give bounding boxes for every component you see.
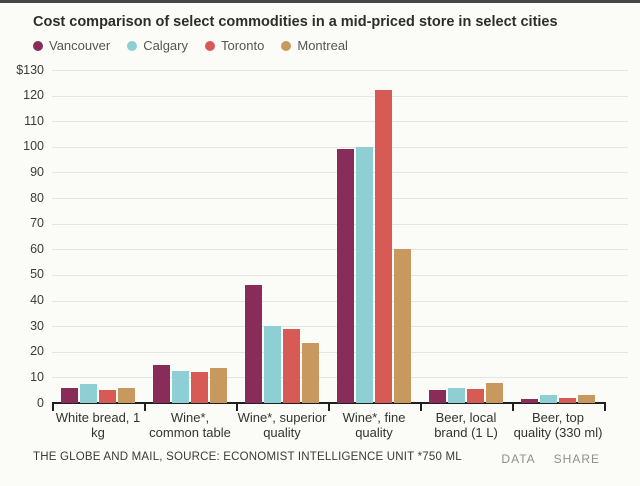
legend-swatch-vancouver: [33, 40, 43, 51]
y-tick-label: 120: [23, 88, 44, 103]
bar-toronto-1: [191, 372, 208, 403]
y-tick-label: 90: [30, 164, 44, 179]
legend-label-montreal: Montreal: [297, 38, 348, 53]
bar-toronto-2: [283, 329, 300, 403]
legend-item-calgary: Calgary: [127, 38, 188, 53]
gridline: [52, 95, 628, 97]
legend-label-toronto: Toronto: [220, 38, 265, 53]
x-axis-tick: [604, 404, 606, 411]
legend-swatch-montreal: [281, 40, 292, 51]
y-tick-label: 60: [30, 241, 44, 256]
gridline: [52, 146, 628, 148]
y-tick-label: 10: [30, 369, 44, 384]
bar-montreal-2: [302, 343, 319, 403]
bar-vancouver-2: [245, 285, 262, 403]
legend: Vancouver Calgary Toronto Montreal: [33, 38, 348, 53]
data-link[interactable]: DATA: [501, 452, 536, 466]
x-axis-tick: [512, 404, 514, 411]
x-axis-tick: [52, 404, 54, 411]
y-tick-label: 80: [30, 190, 44, 205]
x-axis-line: [52, 402, 606, 404]
bar-vancouver-3: [337, 149, 354, 403]
bar-toronto-5: [559, 398, 576, 403]
y-tick-label: 30: [30, 318, 44, 333]
y-tick-label: 110: [24, 113, 44, 128]
bar-montreal-5: [578, 395, 595, 403]
category-label-0: White bread, 1 kg: [55, 410, 141, 440]
legend-item-montreal: Montreal: [281, 38, 348, 53]
x-axis-tick: [144, 404, 146, 411]
gridline: [52, 121, 628, 123]
y-tick-label: 20: [30, 344, 44, 359]
bar-vancouver-1: [153, 365, 170, 403]
legend-item-vancouver: Vancouver: [33, 38, 110, 53]
bar-calgary-1: [172, 371, 189, 403]
legend-label-vancouver: Vancouver: [49, 38, 111, 53]
y-tick-label: 0: [37, 395, 44, 410]
category-label-5: Beer, top quality (330 ml): [513, 410, 603, 440]
plot-area: [52, 70, 628, 411]
legend-item-toronto: Toronto: [204, 38, 265, 53]
y-tick-label: 40: [30, 293, 44, 308]
footer-actions: DATA SHARE: [501, 452, 600, 466]
y-tick-label: $130: [16, 62, 44, 77]
bar-calgary-3: [356, 147, 373, 403]
bar-montreal-0: [118, 388, 135, 403]
x-axis-tick: [420, 404, 422, 411]
bar-vancouver-0: [61, 388, 78, 403]
share-link[interactable]: SHARE: [553, 452, 600, 466]
bar-vancouver-5: [521, 399, 538, 403]
y-tick-label: 70: [30, 216, 44, 231]
category-label-4: Beer, local brand (1 L): [434, 410, 498, 440]
y-tick-label: 50: [30, 267, 44, 282]
bar-toronto-4: [467, 389, 484, 403]
bar-toronto-3: [375, 90, 392, 403]
x-axis-tick: [236, 404, 238, 411]
bar-calgary-2: [264, 326, 281, 403]
bar-calgary-4: [448, 388, 465, 403]
bar-toronto-0: [99, 390, 116, 403]
bar-calgary-0: [80, 384, 97, 403]
bar-montreal-1: [210, 368, 227, 403]
bar-montreal-3: [394, 249, 411, 403]
source-attribution: THE GLOBE AND MAIL, SOURCE: ECONOMIST IN…: [33, 451, 462, 463]
bar-vancouver-4: [429, 390, 446, 403]
category-label-1: Wine*, common table: [149, 410, 231, 440]
window-edge-strip: [0, 0, 640, 3]
bar-montreal-4: [486, 383, 503, 403]
y-axis: 0 10 20 30 40 50 60 70 80 90 100 110 120 $130: [4, 63, 48, 408]
legend-swatch-calgary: [127, 40, 138, 51]
category-label-2: Wine*, superior quality: [237, 410, 327, 440]
category-label-3: Wine*, fine quality: [342, 410, 406, 440]
y-tick-label: 100: [23, 139, 44, 154]
x-axis-tick: [328, 404, 330, 411]
bar-calgary-5: [540, 395, 557, 403]
legend-label-calgary: Calgary: [143, 38, 188, 53]
legend-swatch-toronto: [204, 40, 215, 51]
gridline: [52, 70, 628, 71]
chart-title: Cost comparison of select commodities in…: [33, 14, 558, 30]
